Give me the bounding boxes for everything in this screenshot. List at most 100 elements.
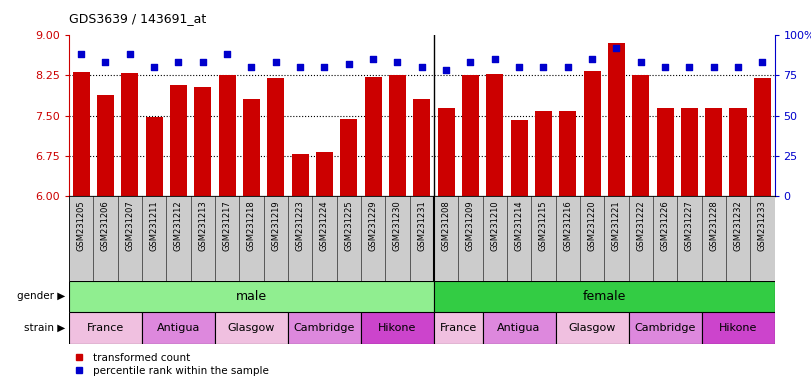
Bar (413, 99, 430, 196)
Text: GSM231220: GSM231220 (587, 200, 597, 251)
Point (367, 56, 380, 62)
Point (634, 59, 647, 65)
Point (99, 59, 112, 65)
Bar (680, 108, 697, 196)
Bar (633, 75, 649, 196)
Point (610, 45, 623, 51)
Point (196, 59, 209, 65)
Text: GSM231207: GSM231207 (125, 200, 135, 251)
Bar (629, 312, 702, 344)
Point (148, 64, 161, 70)
Bar (215, 312, 288, 344)
Text: Hikone: Hikone (719, 323, 757, 333)
Point (123, 51, 136, 57)
Point (318, 64, 331, 70)
Point (269, 59, 282, 65)
Bar (364, 78, 381, 196)
Bar (142, 312, 215, 344)
Point (537, 64, 550, 70)
Bar (702, 312, 775, 344)
Bar (608, 43, 624, 196)
Text: GSM231230: GSM231230 (393, 200, 402, 251)
Text: GSM231212: GSM231212 (174, 200, 183, 251)
Text: GSM231228: GSM231228 (709, 200, 719, 251)
Text: GSM231229: GSM231229 (368, 200, 378, 251)
Text: GSM231216: GSM231216 (563, 200, 573, 251)
Bar (69, 312, 142, 344)
Text: France: France (440, 323, 477, 333)
Bar (195, 86, 211, 196)
Point (586, 56, 599, 62)
Point (415, 64, 428, 70)
Bar (560, 111, 576, 196)
Text: GSM231231: GSM231231 (417, 200, 427, 251)
Bar (483, 312, 556, 344)
Point (342, 61, 355, 67)
Bar (754, 78, 770, 196)
Text: GSM231213: GSM231213 (198, 200, 208, 251)
Bar (340, 119, 357, 196)
Text: GSM231222: GSM231222 (636, 200, 646, 251)
Text: GSM231224: GSM231224 (320, 200, 329, 251)
Bar (122, 73, 138, 196)
Bar (729, 108, 746, 196)
Point (756, 59, 769, 65)
Bar (97, 95, 114, 196)
Text: GSM231227: GSM231227 (684, 200, 694, 251)
Bar (556, 312, 629, 344)
Text: Glasgow: Glasgow (569, 323, 616, 333)
Legend: transformed count, percentile rank within the sample: transformed count, percentile rank withi… (74, 353, 268, 376)
Text: female: female (582, 290, 626, 303)
Text: male: male (236, 290, 267, 303)
Bar (291, 154, 308, 196)
Point (221, 51, 234, 57)
Text: GSM231218: GSM231218 (247, 200, 256, 251)
Bar (510, 120, 527, 196)
Text: Antigua: Antigua (157, 323, 200, 333)
Bar (656, 108, 673, 196)
Point (561, 64, 574, 70)
Bar (267, 78, 284, 196)
Point (488, 56, 501, 62)
Point (245, 64, 258, 70)
Bar (73, 71, 89, 196)
Text: GDS3639 / 143691_at: GDS3639 / 143691_at (69, 12, 206, 25)
Bar (583, 71, 600, 196)
Text: GSM231211: GSM231211 (149, 200, 159, 251)
Point (659, 64, 672, 70)
Text: GSM231215: GSM231215 (539, 200, 548, 251)
Text: GSM231217: GSM231217 (222, 200, 232, 251)
Text: GSM231233: GSM231233 (757, 200, 767, 251)
Point (707, 64, 720, 70)
Bar (434, 312, 483, 344)
Bar (705, 108, 722, 196)
Text: Hikone: Hikone (378, 323, 417, 333)
Bar (534, 111, 551, 196)
Bar (316, 152, 333, 196)
Bar (434, 281, 775, 312)
Text: GSM231232: GSM231232 (733, 200, 743, 251)
Text: GSM231205: GSM231205 (76, 200, 86, 251)
Text: Antigua: Antigua (497, 323, 541, 333)
Text: GSM231221: GSM231221 (611, 200, 621, 251)
Bar (243, 99, 260, 196)
Point (294, 64, 307, 70)
Text: GSM231214: GSM231214 (514, 200, 524, 251)
Point (732, 64, 744, 70)
Text: GSM231209: GSM231209 (466, 200, 475, 251)
Text: GSM231219: GSM231219 (271, 200, 281, 251)
Bar (438, 108, 454, 196)
Bar (218, 75, 235, 196)
Point (464, 59, 477, 65)
Text: strain ▶: strain ▶ (24, 323, 65, 333)
Point (391, 59, 404, 65)
Bar (486, 74, 503, 196)
Text: GSM231210: GSM231210 (490, 200, 500, 251)
Text: GSM231223: GSM231223 (295, 200, 305, 251)
Point (513, 64, 526, 70)
Bar (361, 312, 434, 344)
Bar (170, 85, 187, 196)
Text: GSM231206: GSM231206 (101, 200, 110, 251)
Text: France: France (87, 323, 124, 333)
Bar (69, 281, 434, 312)
